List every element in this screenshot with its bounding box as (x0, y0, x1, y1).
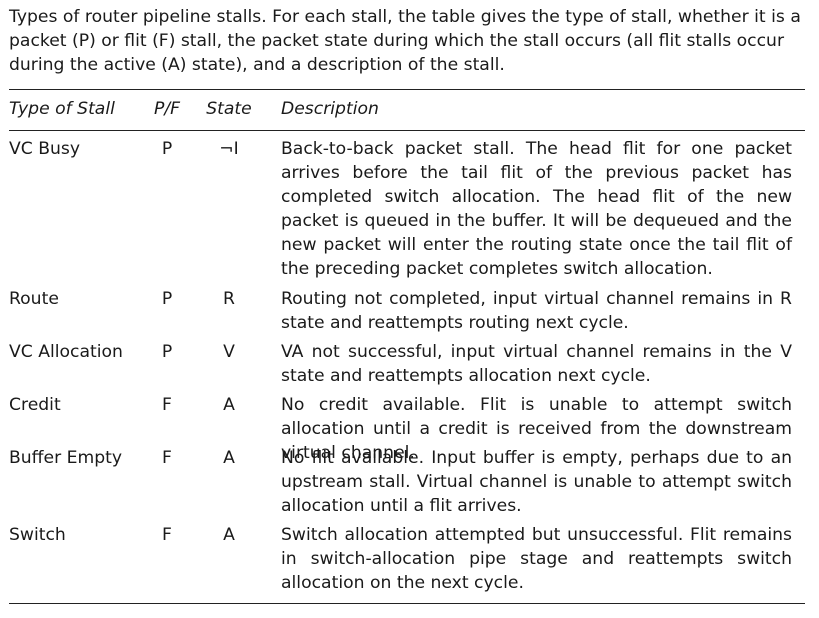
row-description: Routing not completed, input virtual cha… (281, 289, 792, 333)
row-description: VA not successful, input virtual channel… (281, 342, 792, 386)
row-type: Buffer Empty (9, 448, 123, 468)
row-description: Back-to-back packet stall. The head flit… (281, 139, 792, 279)
row-type: VC Allocation (9, 342, 123, 362)
row-type: Switch (9, 525, 66, 545)
row-state: A (223, 525, 235, 545)
table-bottom-rule (9, 603, 805, 604)
header-state: State (206, 99, 252, 119)
row-state: R (223, 289, 235, 309)
row-pf: P (161, 139, 173, 159)
row-type: Route (9, 289, 59, 309)
row-type: VC Busy (9, 139, 81, 159)
row-description: Switch allocation attempted but unsucces… (281, 525, 792, 593)
header-description: Description (281, 99, 379, 119)
row-state: A (223, 448, 235, 468)
header-type-of-stall: Type of Stall (9, 99, 115, 119)
row-description: No credit available. Flit is unable to a… (281, 395, 792, 463)
row-state: ¬I (219, 139, 239, 159)
table-top-rule (9, 89, 805, 90)
row-pf: F (162, 525, 172, 545)
row-description: No flit available. Input buffer is empty… (281, 448, 792, 516)
row-state: V (223, 342, 235, 362)
row-pf: F (162, 448, 172, 468)
header-pf: P/F (153, 99, 181, 119)
table-caption: Types of router pipeline stalls. For eac… (9, 7, 801, 75)
row-state: A (223, 395, 235, 415)
table-header-rule (9, 130, 805, 131)
row-pf: P (161, 342, 173, 362)
row-type: Credit (9, 395, 61, 415)
row-pf: P (161, 289, 173, 309)
row-pf: F (162, 395, 172, 415)
